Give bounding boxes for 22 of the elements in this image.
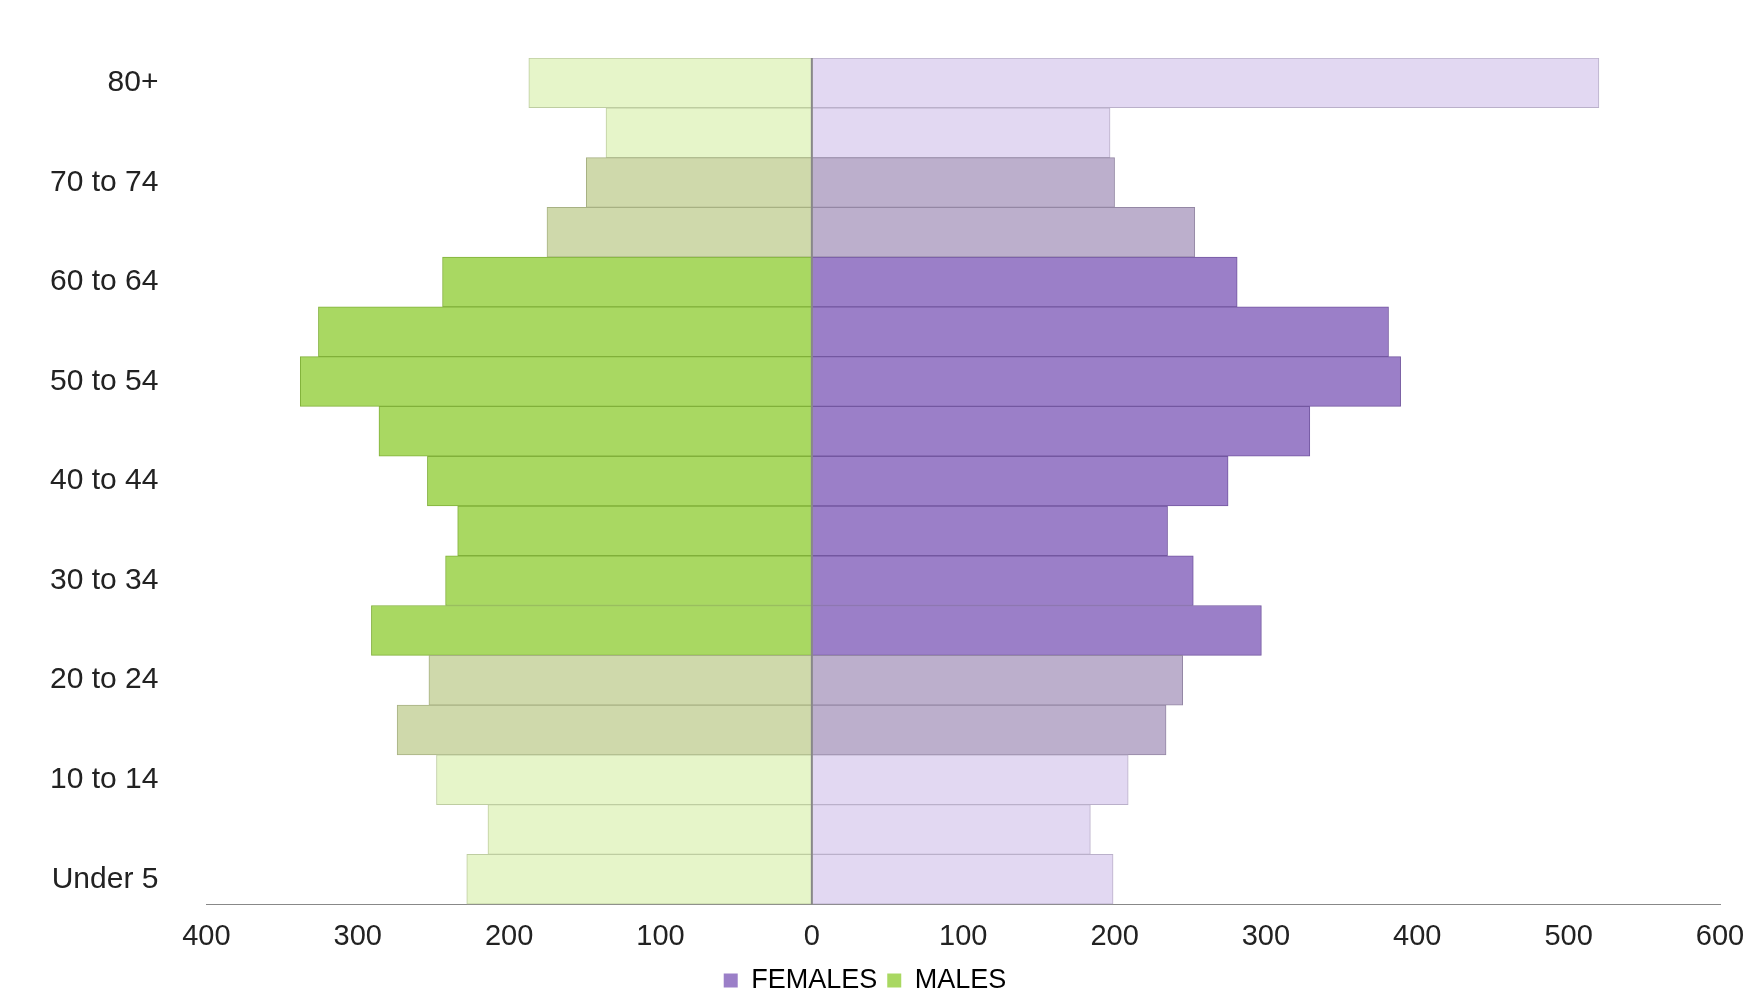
legend-label: FEMALES (751, 963, 878, 994)
x-tick-label: 400 (1393, 918, 1442, 951)
y-tick-label: 70 to 74 (49, 163, 159, 197)
y-tick-label: 40 to 44 (49, 462, 159, 496)
x-tick-label: 400 (182, 918, 231, 951)
x-tick-label: 200 (1090, 918, 1139, 951)
y-tick-label: Under 5 (51, 860, 159, 894)
x-tick-label: 600 (1695, 918, 1745, 951)
y-tick-label: 60 to 64 (49, 263, 159, 297)
x-tick-label: 200 (484, 918, 534, 951)
x-tick-label: 300 (333, 918, 382, 951)
x-tick-label: 100 (636, 918, 685, 951)
x-tick-label: 0 (803, 918, 820, 951)
y-tick-label: 20 to 24 (49, 661, 159, 695)
x-tick-label: 500 (1544, 918, 1593, 951)
y-tick-label: 10 to 14 (49, 761, 159, 795)
x-tick-label: 100 (939, 918, 988, 951)
x-tick-label: 300 (1241, 918, 1291, 951)
legend-label: MALES (914, 963, 1007, 994)
y-tick-label: 50 to 54 (49, 362, 159, 396)
y-tick-label: 80+ (107, 64, 159, 98)
y-tick-label: 30 to 34 (49, 561, 159, 595)
